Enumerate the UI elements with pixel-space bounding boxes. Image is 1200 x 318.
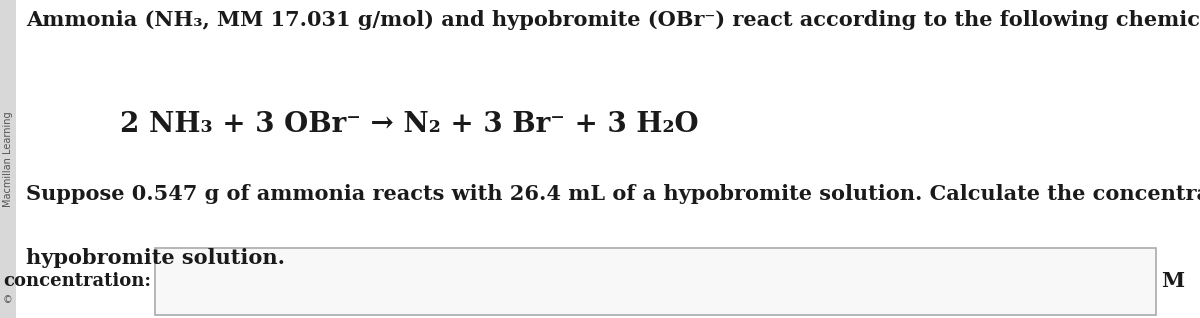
Text: Ammonia (NH₃, MM 17.031 g/mol) and hypobromite (OBr⁻) react according to the fol: Ammonia (NH₃, MM 17.031 g/mol) and hypob… — [26, 10, 1200, 30]
Text: Suppose 0.547 g of ammonia reacts with 26.4 mL of a hypobromite solution. Calcul: Suppose 0.547 g of ammonia reacts with 2… — [26, 184, 1200, 204]
FancyBboxPatch shape — [155, 248, 1156, 315]
Text: concentration:: concentration: — [4, 273, 151, 290]
Text: ©: © — [2, 295, 13, 305]
Text: hypobromite solution.: hypobromite solution. — [26, 248, 286, 268]
Bar — [0, 0, 16, 318]
Text: Macmillan Learning: Macmillan Learning — [2, 111, 13, 207]
Text: M: M — [1162, 272, 1184, 291]
Text: 2 NH₃ + 3 OBr⁻ → N₂ + 3 Br⁻ + 3 H₂O: 2 NH₃ + 3 OBr⁻ → N₂ + 3 Br⁻ + 3 H₂O — [120, 111, 698, 138]
